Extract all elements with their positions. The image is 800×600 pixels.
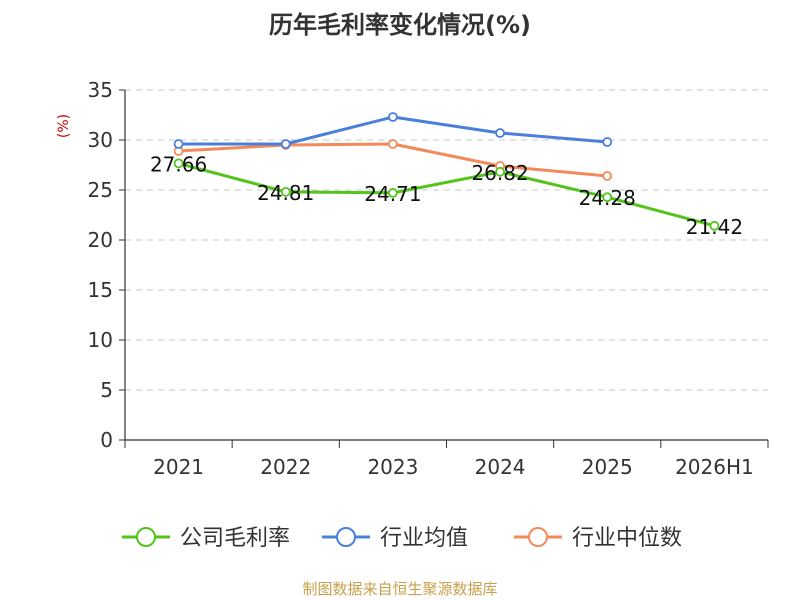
series-line-0 bbox=[178, 161, 715, 228]
data-point[interactable] bbox=[495, 166, 505, 177]
legend-marker bbox=[528, 527, 548, 547]
data-labels: 27.66 24.81 24.71 26.82 24.28 21.42 bbox=[150, 152, 743, 238]
data-point[interactable] bbox=[173, 139, 184, 149]
y-tick-label: 10 bbox=[88, 328, 113, 352]
data-point[interactable] bbox=[388, 139, 398, 149]
legend-item-0[interactable]: 公司毛利率 bbox=[122, 526, 290, 551]
data-label: 24.71 bbox=[364, 182, 421, 206]
data-point[interactable] bbox=[280, 186, 291, 197]
data-point[interactable] bbox=[602, 137, 613, 147]
y-tick-label: 20 bbox=[88, 228, 113, 252]
y-tick-label: 15 bbox=[88, 278, 113, 302]
data-label: 24.81 bbox=[257, 181, 314, 205]
grid-lines bbox=[125, 89, 768, 391]
legend[interactable]: 公司毛利率 行业均值 行业中位数 bbox=[122, 526, 682, 551]
chart-title: 历年毛利率变化情况(%) bbox=[269, 11, 531, 39]
y-tick-label: 35 bbox=[88, 78, 113, 102]
x-tick-label: 2026H1 bbox=[675, 455, 754, 479]
y-tick-label: 25 bbox=[88, 178, 113, 202]
x-tick-label: 2025 bbox=[582, 455, 633, 479]
x-tick-label: 2021 bbox=[153, 455, 204, 479]
y-tick-label: 0 bbox=[100, 428, 113, 452]
legend-item-1[interactable]: 行业均值 bbox=[322, 526, 468, 551]
data-label: 27.66 bbox=[150, 152, 207, 176]
y-tick-label: 5 bbox=[100, 378, 113, 402]
data-point[interactable] bbox=[280, 139, 291, 149]
data-point[interactable] bbox=[388, 112, 398, 122]
data-point[interactable] bbox=[495, 128, 505, 138]
data-point[interactable] bbox=[709, 220, 720, 231]
source-note: 制图数据来自恒生聚源数据库 bbox=[302, 580, 497, 598]
y-tick-label: 30 bbox=[88, 128, 113, 152]
data-label: 26.82 bbox=[471, 161, 528, 185]
data-point[interactable] bbox=[173, 158, 184, 169]
legend-item-2[interactable]: 行业中位数 bbox=[514, 526, 682, 551]
legend-marker bbox=[336, 527, 356, 547]
data-point[interactable] bbox=[602, 171, 613, 181]
legend-label: 公司毛利率 bbox=[180, 526, 290, 551]
series-group bbox=[173, 112, 720, 231]
data-point[interactable] bbox=[388, 187, 398, 198]
legend-label: 行业均值 bbox=[380, 526, 468, 551]
data-label: 24.28 bbox=[579, 186, 636, 210]
x-tick-label: 2024 bbox=[475, 455, 526, 479]
x-tick-label: 2023 bbox=[367, 455, 418, 479]
legend-label: 行业中位数 bbox=[572, 526, 682, 551]
y-axis-label: (%) bbox=[56, 114, 72, 138]
x-tick-label: 2022 bbox=[260, 455, 311, 479]
legend-marker bbox=[136, 527, 156, 547]
data-label: 21.42 bbox=[686, 215, 743, 239]
data-point[interactable] bbox=[602, 192, 613, 203]
